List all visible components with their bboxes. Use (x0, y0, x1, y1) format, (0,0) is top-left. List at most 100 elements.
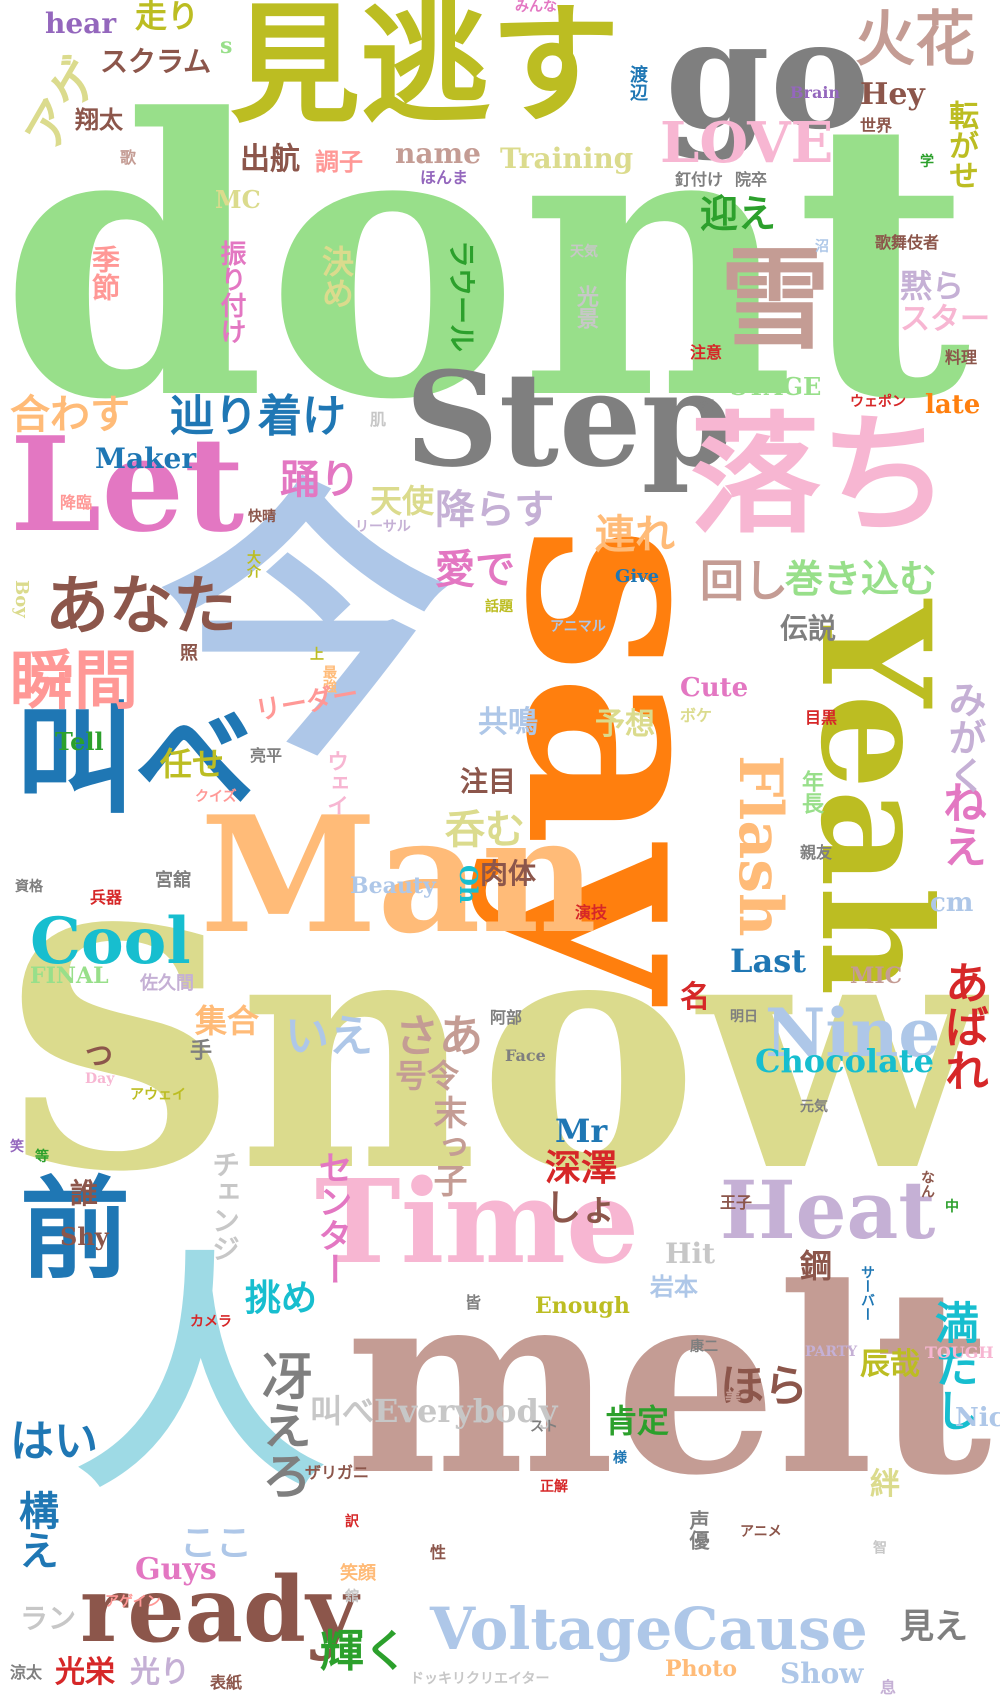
word: MIC (850, 963, 903, 989)
word: melt (345, 1233, 992, 1532)
word: 迎え (700, 191, 777, 236)
word: 正解 (540, 1479, 568, 1495)
word: 釘付け (675, 170, 724, 189)
word: Oh (454, 865, 483, 904)
word: 蓮 (700, 399, 714, 415)
word: センター (312, 1150, 352, 1286)
word: 智 (871, 1540, 887, 1554)
word: FINAL (30, 963, 109, 989)
word: 降臨 (60, 493, 93, 512)
word: ready (80, 1557, 359, 1663)
word: VoltageCause (430, 1595, 868, 1663)
word: 降らす (435, 486, 555, 533)
word: 王子 (720, 1193, 753, 1212)
word: 辰哉 (860, 1347, 920, 1382)
word: 表紙 (210, 1673, 243, 1692)
word: 渡辺 (627, 65, 648, 101)
word: カメラ (190, 1314, 232, 1330)
word: スター (900, 302, 990, 337)
word: 岩本 (650, 1272, 698, 1301)
word: みがく (942, 680, 987, 794)
word: 訳 (345, 1514, 359, 1530)
word: Beauty (350, 873, 436, 899)
word: 末っ子 (427, 1095, 467, 1197)
word: 宮舘 (155, 870, 191, 891)
word: 料理 (945, 348, 978, 367)
word: Shy (60, 1222, 109, 1251)
word: TOUGH (925, 1343, 994, 1362)
word: 笑顔 (340, 1563, 376, 1584)
word: 最強 (321, 665, 337, 693)
word: Boy (11, 580, 32, 618)
word: Man (200, 781, 598, 969)
word: 集合 (195, 1002, 260, 1040)
word: Step (405, 343, 733, 496)
word: Hey (860, 77, 925, 112)
word: 出航 (240, 142, 300, 177)
word: Day (85, 1071, 115, 1087)
word: 世界 (860, 116, 893, 135)
word: 冴えろ (254, 1350, 313, 1500)
word: 絆 (870, 1467, 900, 1502)
word: 今 (160, 455, 450, 795)
word: 注目 (460, 765, 517, 798)
word: 美 (725, 1388, 742, 1407)
word: 歌 (120, 148, 137, 167)
word: 康二 (690, 1339, 718, 1355)
word: Chocolate (755, 1042, 934, 1080)
word: 満たし (927, 1300, 978, 1432)
word: 叫べEverybody (310, 1392, 558, 1430)
word: Snow (0, 856, 983, 1244)
word: ここ (180, 1522, 253, 1564)
word: 雪 (720, 235, 830, 364)
word: 明日 (730, 1009, 758, 1025)
word: 見逃す (230, 0, 621, 141)
word: dont (0, 36, 971, 483)
word: name (395, 137, 481, 170)
word: Nice (955, 1403, 1000, 1433)
word: 落ち (690, 398, 951, 551)
word: Photo (665, 1656, 738, 1682)
word: go (665, 0, 870, 163)
word: 大介 (245, 550, 261, 578)
word: Cute (680, 673, 749, 703)
word: ザリガニ (305, 1463, 370, 1482)
word: late (925, 390, 981, 420)
word: 巻き込む (785, 556, 938, 601)
word: あばれ (937, 960, 988, 1092)
word: 手 (190, 1038, 213, 1064)
word: クイズ (195, 789, 237, 805)
word: Let (10, 408, 245, 561)
word: Give (615, 566, 660, 587)
word: 照 (180, 643, 198, 664)
word: Flash (725, 755, 795, 937)
word: サーバー (859, 1265, 875, 1321)
word: 予想 (595, 707, 655, 742)
word: 阿部 (490, 1008, 523, 1027)
word: 回し (700, 556, 788, 607)
word: 任せ (160, 745, 225, 783)
word: 走り (135, 0, 200, 35)
word: ラン (20, 1602, 77, 1635)
word: 前 (20, 1165, 130, 1294)
word: 舘 (345, 1589, 359, 1605)
word: 演技 (575, 903, 608, 922)
word: 鋼 (800, 1247, 833, 1285)
word: 火花 (855, 5, 975, 75)
word: 資格 (15, 879, 43, 895)
word: 輝く (320, 1626, 408, 1677)
word: 亮平 (250, 746, 283, 765)
word: 佐久間 (140, 973, 194, 994)
word: 季節 (88, 245, 121, 301)
word: リーサル (355, 519, 411, 535)
word: スト (530, 1419, 558, 1435)
word: 目黒 (805, 708, 838, 727)
word: 呑む (445, 806, 525, 853)
word: ドッキリクリエイター (410, 1671, 550, 1687)
word: 皆 (465, 1293, 482, 1312)
word: ウェポン (850, 394, 906, 410)
word: 合わす (10, 391, 130, 438)
word: 連れ (595, 511, 675, 558)
word: つ (85, 1039, 114, 1072)
word: 話題 (485, 599, 513, 615)
